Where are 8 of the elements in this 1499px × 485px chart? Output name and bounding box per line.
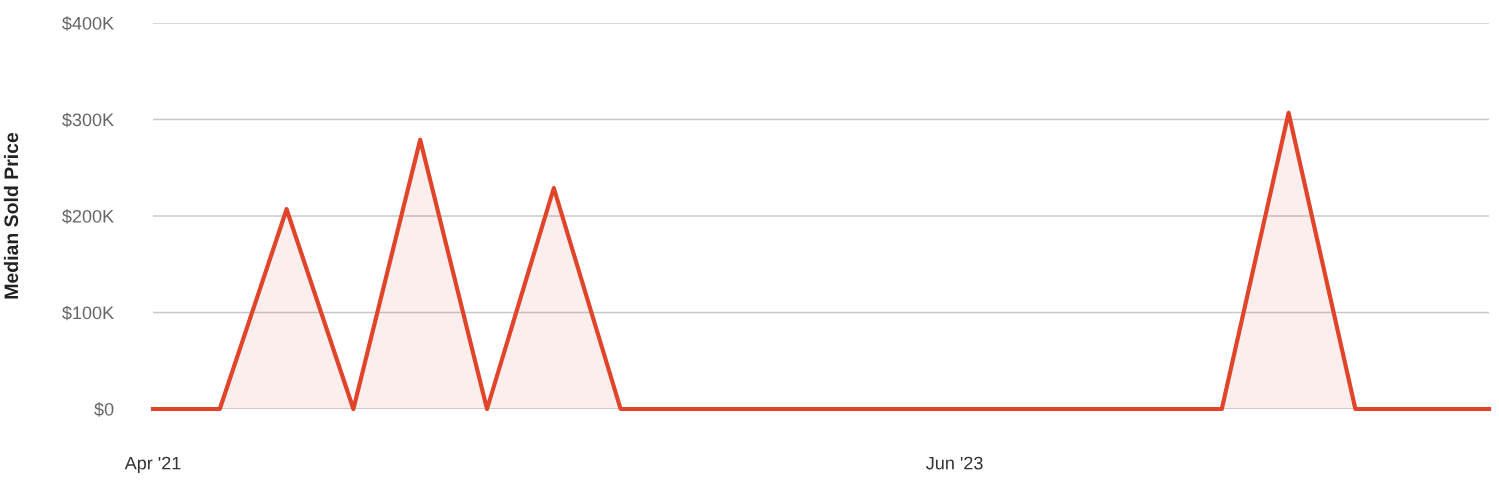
y-tick-label: $300K [62,112,114,128]
y-tick-label: $200K [62,209,114,224]
y-tick-label: $100K [62,305,114,321]
y-axis-title: Median Sold Price [3,132,19,299]
x-tick-label: Jun '23 [926,456,983,470]
y-tick-label: $0 [94,402,114,417]
x-tick-label: Apr '21 [124,456,181,474]
y-tick-label: $400K [62,16,114,31]
